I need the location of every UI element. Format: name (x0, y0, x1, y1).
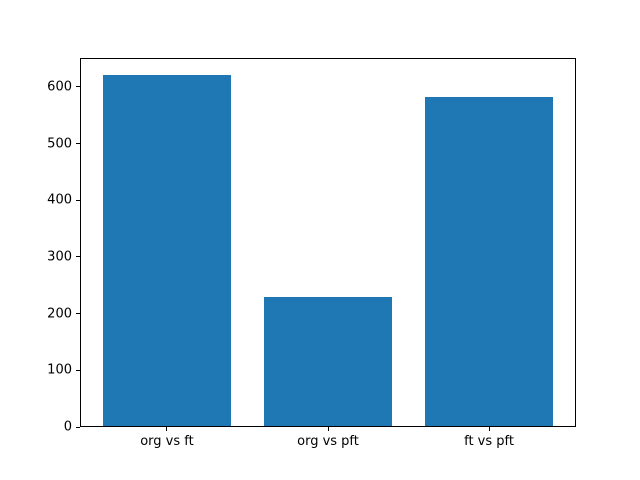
y-tick-mark (76, 256, 80, 258)
y-tick-mark (76, 143, 80, 145)
bar (102, 74, 232, 426)
x-tick-mark (327, 427, 329, 431)
y-tick-label: 100 (47, 362, 72, 378)
bar (263, 296, 393, 426)
y-tick-label: 500 (47, 136, 72, 152)
x-tick-label: org vs pft (297, 434, 359, 449)
x-tick-label: ft vs pft (464, 434, 514, 449)
y-tick-label: 300 (47, 249, 72, 265)
x-tick-mark (166, 427, 168, 431)
y-tick-label: 600 (47, 79, 72, 95)
plot-area (80, 58, 576, 427)
x-tick-mark (488, 427, 490, 431)
y-tick-mark (76, 426, 80, 428)
y-tick-label: 400 (47, 192, 72, 208)
y-tick-label: 0 (63, 419, 72, 435)
y-tick-mark (76, 313, 80, 315)
y-tick-mark (76, 86, 80, 88)
x-tick-label: org vs ft (140, 434, 194, 449)
y-tick-label: 200 (47, 306, 72, 322)
bar (424, 97, 554, 426)
y-tick-mark (76, 199, 80, 201)
y-tick-mark (76, 369, 80, 371)
